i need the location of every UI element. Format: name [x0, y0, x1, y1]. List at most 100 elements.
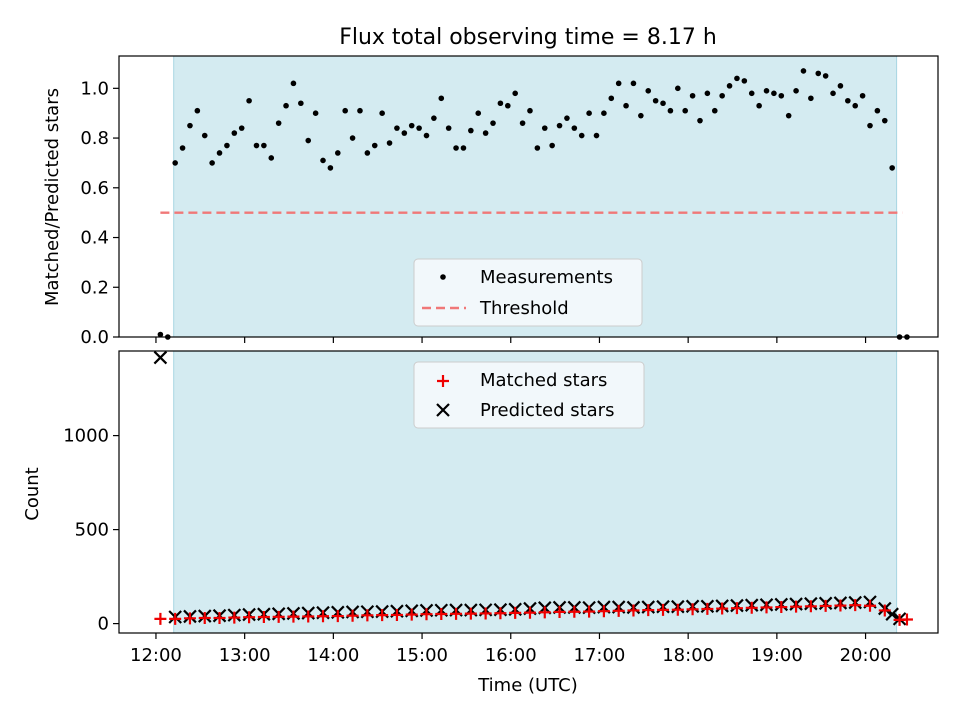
- count-points: [153, 350, 913, 626]
- y-tick-label: 0: [98, 614, 109, 635]
- measurement-point: [785, 112, 792, 119]
- measurement-point: [475, 110, 482, 116]
- measurement-point: [852, 102, 859, 109]
- measurement-point: [874, 107, 881, 114]
- matched-star-point: [169, 612, 182, 625]
- top-y-ticks: 0.0 0.2 0.4 0.6 0.8 1.0: [80, 78, 119, 348]
- measurement-point: [615, 80, 622, 87]
- matched-star-point: [878, 604, 891, 617]
- measurement-point: [556, 122, 563, 129]
- measurement-point: [534, 145, 541, 151]
- measurement-point: [586, 110, 592, 116]
- measurement-point: [867, 122, 873, 129]
- matched-star-point: [686, 603, 699, 616]
- measurement-point: [334, 150, 341, 156]
- measurement-point: [305, 137, 312, 144]
- matched-star-point: [657, 603, 670, 616]
- measurement-point: [298, 100, 304, 107]
- measurement-point: [601, 110, 607, 116]
- matched-star-point: [900, 613, 913, 626]
- measurement-point: [401, 130, 408, 136]
- matched-star-point: [302, 610, 315, 623]
- x-tick-label: 20:00: [840, 645, 892, 666]
- measurement-point: [756, 102, 762, 109]
- matched-star-point: [790, 600, 803, 613]
- matched-star-point: [228, 611, 241, 624]
- matched-legend-marker: [437, 375, 449, 387]
- measurements-legend-label: Measurements: [480, 267, 613, 288]
- measurement-point: [578, 132, 585, 139]
- matched-star-point: [863, 599, 876, 612]
- measurement-point: [800, 68, 807, 74]
- y-tick-label: 0.8: [80, 128, 109, 149]
- bottom-axes-frame: [118, 350, 939, 634]
- measurement-point: [394, 125, 400, 131]
- matched-legend-label: Matched stars: [480, 370, 607, 391]
- measurement-point: [231, 130, 238, 136]
- matched-star-point: [257, 611, 270, 624]
- matched-star-point: [804, 600, 817, 613]
- measurement-point: [726, 83, 733, 89]
- matched-star-point: [627, 604, 640, 617]
- measurement-point: [505, 102, 511, 109]
- measurement-point: [815, 70, 822, 77]
- bottom-x-ticks: 12:00 13:00 14:00 15:00 16:00 17:00 18:00 19:00…: [130, 633, 891, 666]
- measurement-point: [608, 95, 615, 102]
- measurement-point: [704, 90, 711, 97]
- measurement-point: [519, 120, 526, 126]
- measurement-point: [711, 107, 718, 114]
- measurement-point: [527, 107, 533, 114]
- measurement-point: [623, 102, 629, 109]
- measurement-point: [771, 90, 777, 97]
- measurement-point: [660, 100, 666, 107]
- measurement-point: [172, 160, 178, 166]
- measurement-point: [408, 122, 415, 129]
- measurement-point: [187, 122, 193, 129]
- matched-star-point: [612, 604, 625, 617]
- measurement-point: [763, 88, 770, 94]
- measurement-point: [194, 107, 201, 114]
- matched-star-point: [198, 611, 211, 624]
- measurement-point: [564, 115, 570, 121]
- measurement-point: [697, 117, 703, 124]
- matched-star-point: [361, 609, 374, 622]
- measurement-point: [889, 165, 895, 171]
- measurement-point: [460, 145, 467, 151]
- chart-title: Flux total observing time = 8.17 h: [339, 25, 717, 50]
- measurement-point: [386, 140, 393, 146]
- measurement-point: [482, 130, 489, 136]
- measurement-point: [667, 107, 674, 114]
- matched-star-point: [435, 608, 448, 621]
- measurement-point: [541, 125, 548, 131]
- measurement-point: [748, 90, 755, 97]
- measurement-point: [327, 165, 334, 171]
- measurement-point: [490, 120, 496, 126]
- matched-star-point: [597, 605, 610, 618]
- measurement-point: [216, 150, 223, 156]
- measurement-point: [364, 150, 371, 156]
- bottom-y-ticks: 0 500 1000: [63, 426, 119, 635]
- matched-star-point: [213, 611, 226, 624]
- ratio-panel: Flux total observing time = 8.17 h 0.00.…: [42, 25, 939, 348]
- measurement-point: [830, 90, 836, 97]
- x-tick-label: 15:00: [396, 645, 448, 666]
- measurement-point: [179, 145, 186, 151]
- x-tick-label: 19:00: [751, 645, 803, 666]
- measurement-point: [290, 80, 297, 87]
- x-axis-label: Time (UTC): [477, 675, 578, 696]
- measurement-point: [593, 132, 600, 139]
- matched-star-point: [494, 607, 507, 620]
- matched-star-point: [331, 610, 344, 623]
- y-tick-label: 1000: [63, 426, 109, 447]
- measurement-point: [268, 155, 275, 161]
- matched-star-point: [701, 602, 714, 615]
- predicted-legend-label: Predicted stars: [480, 400, 614, 421]
- measurement-point: [808, 95, 814, 102]
- measurement-point: [438, 95, 445, 102]
- matched-star-point: [183, 612, 196, 625]
- measurement-point: [675, 85, 681, 92]
- measurements-points: [157, 68, 910, 340]
- matched-star-point: [420, 608, 433, 621]
